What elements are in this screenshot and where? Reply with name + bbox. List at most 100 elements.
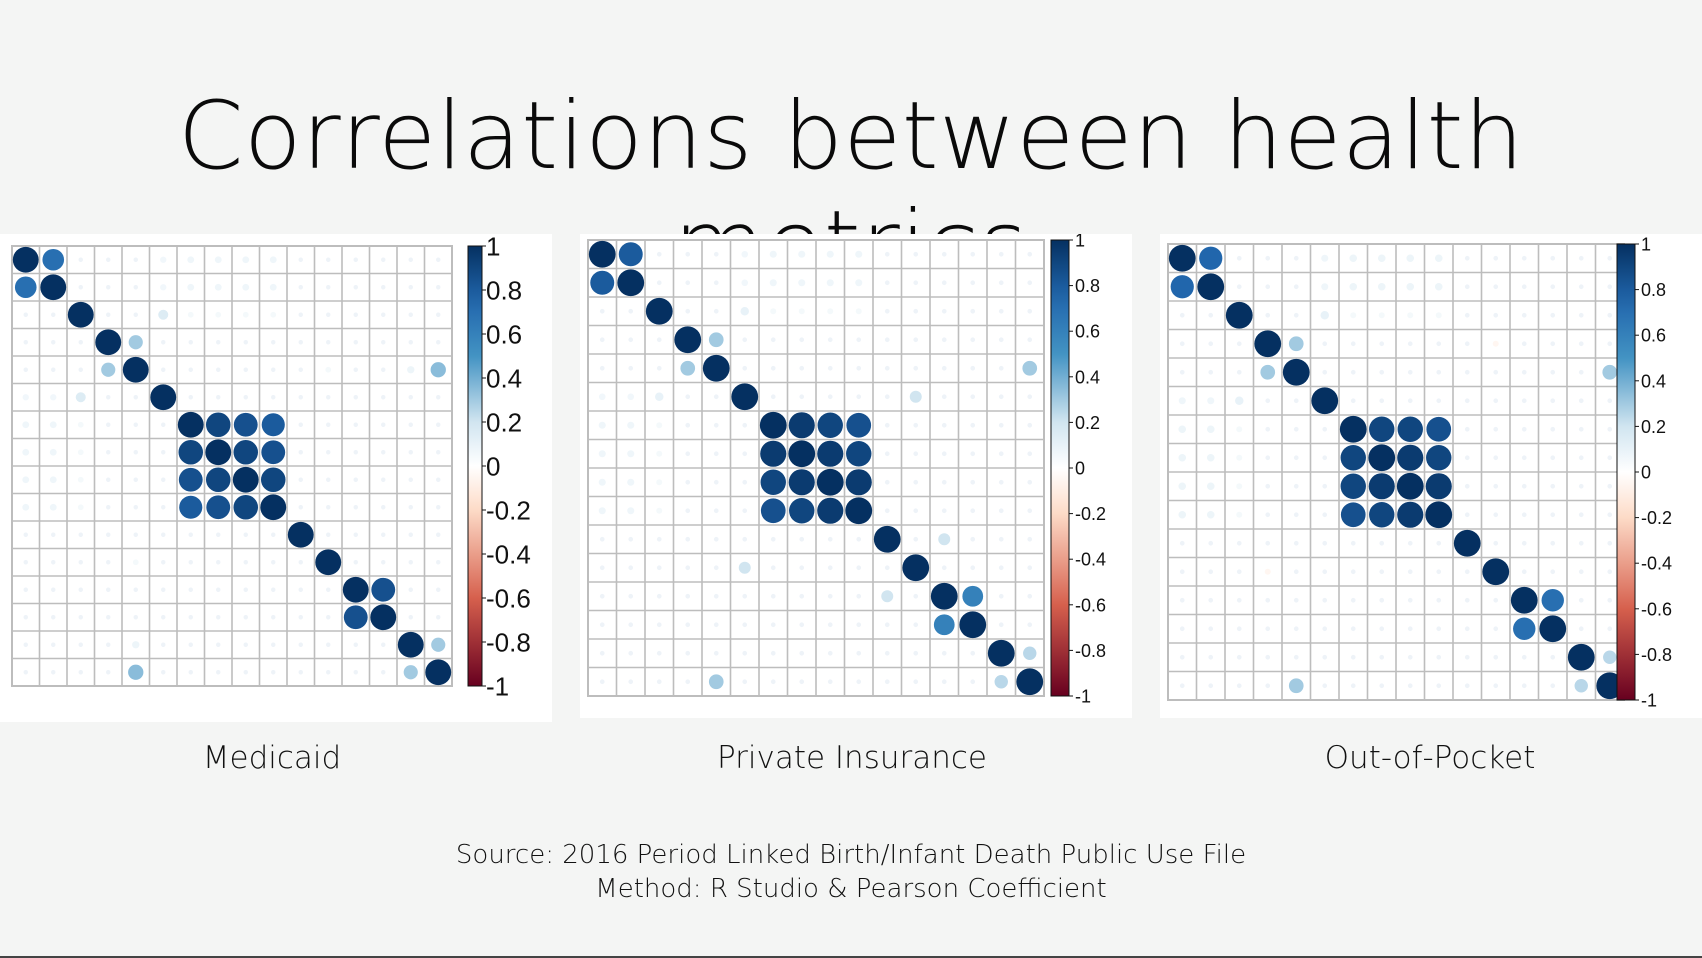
corr-circle bbox=[856, 593, 862, 599]
corr-circle bbox=[1236, 540, 1242, 546]
corr-circle bbox=[1464, 341, 1470, 347]
corr-circle bbox=[1293, 483, 1299, 489]
corr-circle bbox=[685, 536, 691, 542]
corr-circle bbox=[1321, 254, 1329, 262]
corr-circle bbox=[381, 422, 386, 427]
corr-circle bbox=[133, 615, 138, 620]
corr-circle bbox=[827, 536, 833, 542]
corr-circle bbox=[1464, 369, 1470, 375]
corr-circle bbox=[1288, 678, 1304, 694]
corr-circle bbox=[913, 679, 919, 685]
corr-circle bbox=[1178, 482, 1187, 491]
corr-circle bbox=[132, 641, 140, 649]
corr-circle bbox=[1521, 483, 1527, 489]
corr-circle bbox=[1607, 626, 1613, 632]
corr-circle bbox=[133, 477, 138, 482]
corr-circle bbox=[78, 642, 83, 647]
corr-circle bbox=[188, 615, 193, 620]
corr-circle bbox=[656, 479, 663, 486]
corr-circle bbox=[1574, 679, 1588, 693]
corr-circle bbox=[22, 394, 29, 401]
corr-circle bbox=[1493, 626, 1499, 632]
colorbar-tick-label: -0.2 bbox=[1075, 504, 1106, 524]
corr-circle bbox=[133, 257, 138, 262]
corr-circle bbox=[884, 565, 890, 571]
corr-circle bbox=[106, 642, 111, 647]
corr-circle bbox=[22, 503, 30, 511]
corr-circle bbox=[913, 280, 919, 286]
corr-circle bbox=[1493, 483, 1499, 489]
colorbar-tick-label: 0.8 bbox=[1075, 276, 1100, 296]
corr-circle bbox=[1550, 341, 1556, 347]
corr-circle bbox=[22, 448, 30, 456]
corr-circle bbox=[742, 650, 748, 656]
corr-circle bbox=[1369, 416, 1395, 442]
corr-circle bbox=[1521, 683, 1527, 689]
corr-circle bbox=[884, 679, 890, 685]
corr-circle bbox=[298, 395, 303, 400]
corr-circle bbox=[1436, 569, 1442, 575]
corr-circle bbox=[913, 422, 919, 428]
colorbar-tick-label: 0.2 bbox=[1641, 417, 1666, 437]
corr-circle bbox=[1377, 254, 1386, 263]
colorbar-tick-label: -0.4 bbox=[1075, 550, 1106, 570]
corr-circle bbox=[998, 479, 1004, 485]
colorbar-tick-label: 1 bbox=[1075, 234, 1085, 250]
corr-circle bbox=[656, 280, 662, 286]
corr-circle bbox=[1378, 312, 1385, 319]
corr-circles bbox=[588, 240, 1044, 696]
corr-circle bbox=[78, 285, 83, 290]
out-of-pocket-corrplot: 1 0.8 0.6 0.4 0.2 0 -0.2 -0.4 -0.6 -0.8 -1 bbox=[1167, 234, 1672, 710]
corr-circle bbox=[998, 365, 1004, 371]
corr-circle bbox=[298, 285, 303, 290]
corr-circle bbox=[713, 565, 719, 571]
corr-circle bbox=[1293, 255, 1299, 261]
corr-circle bbox=[1493, 398, 1499, 404]
corr-circle bbox=[1464, 312, 1470, 318]
private-insurance-corrplot: 1 0.8 0.6 0.4 0.2 0 -0.2 -0.4 -0.6 -0.8 -1 bbox=[587, 234, 1106, 706]
corr-circle bbox=[23, 560, 28, 565]
corr-circle bbox=[742, 622, 748, 628]
corr-circle bbox=[242, 311, 249, 318]
corr-circle bbox=[1350, 654, 1356, 660]
corr-circle bbox=[160, 284, 167, 291]
corr-circle bbox=[1493, 255, 1499, 261]
corr-circle bbox=[77, 421, 84, 428]
corr-circle bbox=[1521, 512, 1527, 518]
corr-circle bbox=[78, 340, 83, 345]
corr-circle bbox=[75, 392, 86, 403]
corr-circle bbox=[128, 664, 144, 680]
corr-circle bbox=[798, 250, 806, 258]
corr-circle bbox=[1541, 589, 1564, 612]
corr-circle bbox=[1493, 284, 1499, 290]
corr-circle bbox=[271, 587, 276, 592]
corr-circle bbox=[656, 365, 662, 371]
corr-circle bbox=[599, 679, 605, 685]
corr-circle bbox=[1406, 282, 1415, 291]
corr-circle bbox=[1208, 626, 1214, 632]
corr-circle bbox=[826, 279, 834, 287]
corr-circle bbox=[1208, 369, 1214, 375]
corr-circle bbox=[708, 332, 724, 348]
corr-circle bbox=[1340, 445, 1366, 471]
corr-circle bbox=[930, 582, 958, 610]
corr-circle bbox=[656, 650, 662, 656]
corr-circle bbox=[1578, 569, 1584, 575]
corr-circle bbox=[1340, 473, 1366, 499]
corr-circle bbox=[408, 560, 413, 565]
corr-circle bbox=[51, 642, 56, 647]
corr-circle bbox=[1350, 597, 1356, 603]
corr-circle bbox=[1350, 683, 1356, 689]
out-of-pocket-corrplot-panel: 1 0.8 0.6 0.4 0.2 0 -0.2 -0.4 -0.6 -0.8 -1 bbox=[1160, 234, 1702, 718]
corr-circle bbox=[1578, 284, 1584, 290]
corr-circle bbox=[938, 533, 951, 546]
corr-circle bbox=[1482, 558, 1510, 586]
corr-circle bbox=[326, 395, 331, 400]
corr-circle bbox=[856, 536, 862, 542]
corr-circle bbox=[1436, 654, 1442, 660]
corr-circle bbox=[1434, 282, 1443, 291]
corr-circle bbox=[1607, 341, 1613, 347]
corr-circle bbox=[1179, 369, 1185, 375]
corr-circle bbox=[1293, 512, 1299, 518]
corr-circle bbox=[205, 467, 231, 493]
